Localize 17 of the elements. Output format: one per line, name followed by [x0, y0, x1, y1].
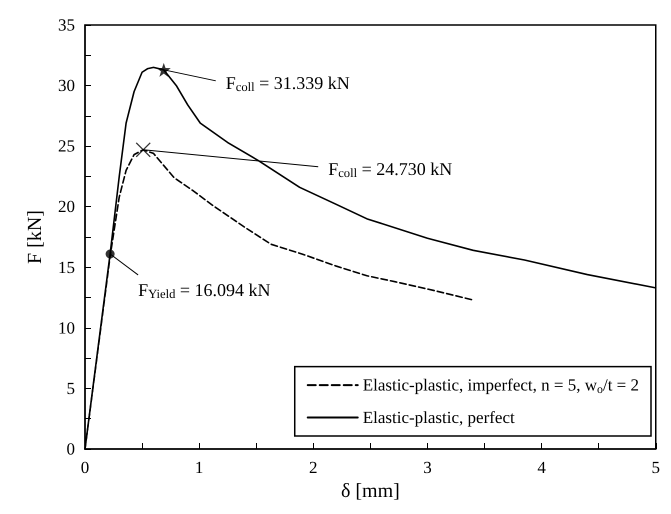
x-tick-label: 2 [309, 458, 318, 477]
y-tick-label: 5 [66, 378, 75, 398]
x-tick-label: 4 [537, 458, 546, 477]
x-axis-title: δ [mm] [340, 480, 400, 502]
x-tick-label: 0 [80, 458, 90, 477]
x-tick-label: 3 [423, 458, 432, 477]
y-tick-label: 10 [58, 318, 75, 338]
y-tick-label: 35 [58, 16, 75, 34]
y-tick-label: 0 [66, 440, 75, 458]
y-tick-label: 30 [58, 76, 75, 96]
y-tick-label: 15 [58, 258, 75, 277]
y-axis-title: F [kN] [24, 210, 46, 264]
y-tick-label: 20 [58, 197, 75, 216]
y-tick-label: 25 [58, 136, 75, 156]
x-tick-label: 5 [652, 458, 660, 477]
legend-label: Elastic-plastic, perfect [362, 408, 515, 427]
x-tick-label: 1 [194, 458, 204, 477]
